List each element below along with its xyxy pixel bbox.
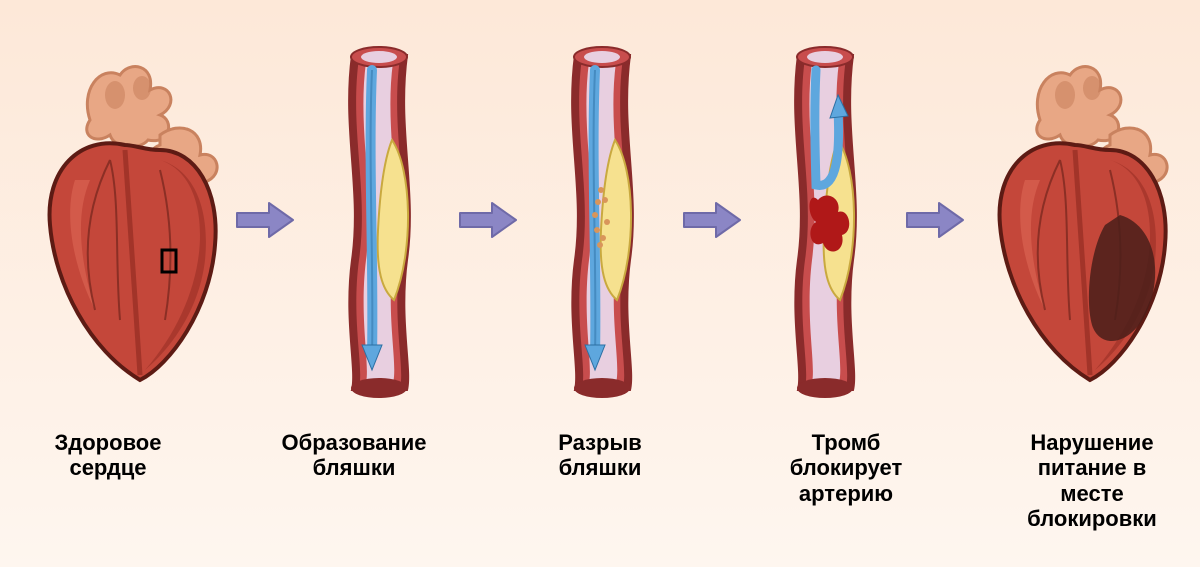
arrow-3 <box>677 200 747 240</box>
illustration-row <box>0 20 1200 420</box>
stage-plaque-formation <box>300 40 453 400</box>
arrow-2 <box>453 200 523 240</box>
diagram-canvas: Здоровое сердце Образование бляшки Разры… <box>0 0 1200 567</box>
label-row: Здоровое сердце Образование бляшки Разры… <box>0 430 1200 550</box>
arrow-1 <box>230 200 300 240</box>
stage-thrombus <box>747 40 900 400</box>
stage-healthy-heart <box>20 50 230 390</box>
label-healthy-heart: Здоровое сердце <box>20 430 196 481</box>
label-damaged-heart: Нарушение питание в месте блокировки <box>1004 430 1180 531</box>
stage-damaged-heart <box>970 50 1180 390</box>
label-plaque-rupture: Разрыв бляшки <box>512 430 688 481</box>
label-thrombus: Тромб блокирует артерию <box>758 430 934 506</box>
label-plaque-formation: Образование бляшки <box>266 430 442 481</box>
arrow-4 <box>900 200 970 240</box>
stage-plaque-rupture <box>523 40 676 400</box>
